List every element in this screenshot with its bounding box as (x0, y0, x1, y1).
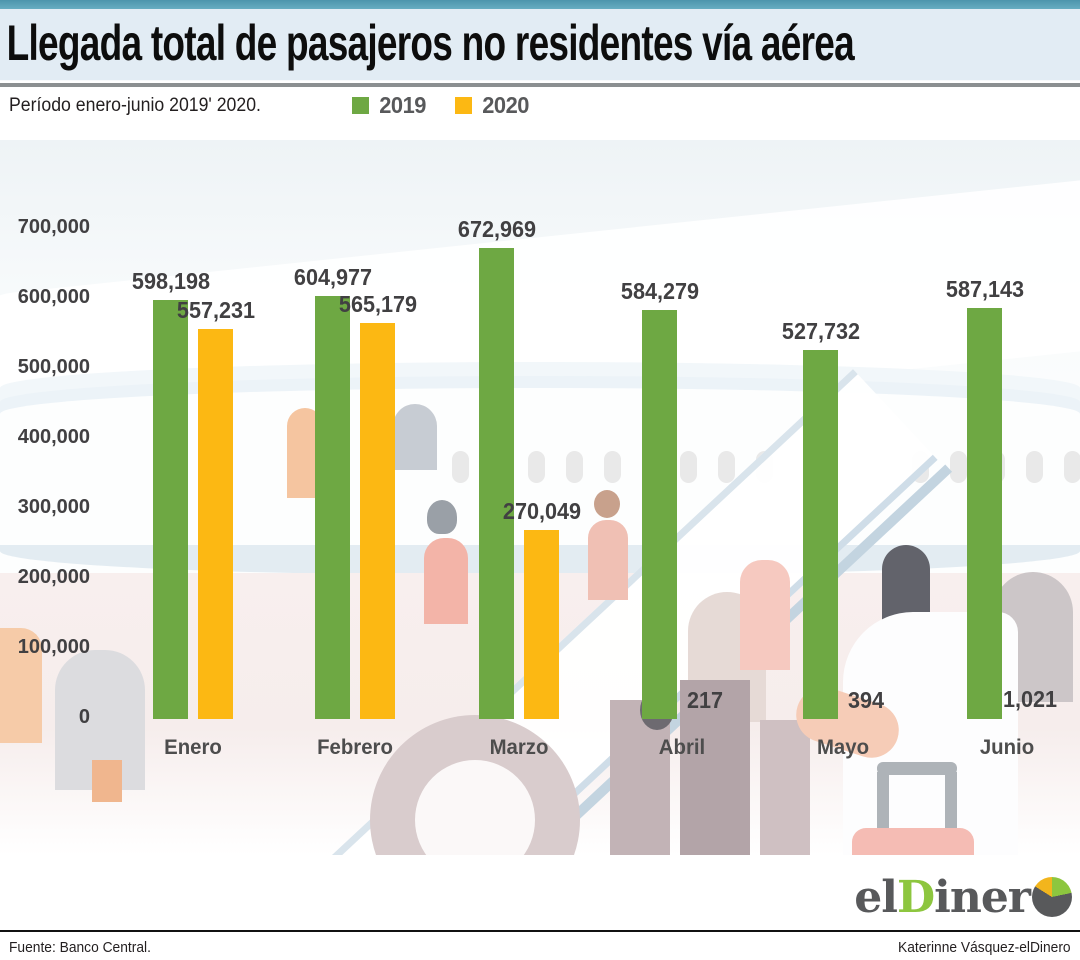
airplane-window-icon (1064, 451, 1080, 483)
value-label-2019-febrero: 604,977 (293, 263, 372, 290)
bar-2019-mayo (803, 349, 838, 719)
bar-2020-marzo (524, 529, 559, 719)
y-axis-tick-5: 500,000 (17, 356, 90, 378)
luggage-item (92, 760, 122, 802)
bar-2019-febrero (315, 295, 350, 719)
bar-2019-abril (642, 310, 677, 719)
airplane-window-icon (604, 451, 621, 483)
month-label-junio: Junio (979, 736, 1035, 759)
bar-2019-enero (153, 300, 188, 719)
value-label-2019-abril: 584,279 (620, 278, 699, 304)
credit-note: Katerinne Vásquez-elDinero (898, 939, 1071, 956)
y-axis-tick-2: 200,000 (17, 566, 90, 588)
legend-swatch-2019 (352, 97, 369, 114)
airplane-window-icon (718, 451, 735, 483)
passenger-figure (588, 520, 628, 600)
bar-2019-junio (967, 307, 1002, 719)
value-label-2019-marzo: 672,969 (457, 215, 536, 242)
bar-2019-marzo (479, 247, 514, 719)
source-note: Fuente: Banco Central. (9, 939, 151, 956)
bar-2020-enero (198, 328, 233, 719)
value-label-2020-mayo: 394 (847, 686, 884, 713)
value-label-2020-febrero: 565,179 (338, 291, 417, 318)
month-label-febrero: Febrero (317, 736, 393, 759)
value-label-2020-junio: 1,021 (1002, 686, 1057, 713)
crowd-figure (760, 720, 810, 855)
y-axis-tick-1: 100,000 (17, 636, 90, 658)
chart-legend: 2019 2020 (352, 92, 530, 119)
page-title: Llegada total de pasajeros no residentes… (6, 15, 855, 71)
airplane-window-icon (452, 451, 469, 483)
legend-label-2019: 2019 (379, 92, 426, 118)
passenger-head (594, 490, 620, 518)
y-axis-tick-6: 600,000 (17, 286, 90, 308)
passenger-figure (740, 560, 790, 670)
title-band: Llegada total de pasajeros no residentes… (0, 9, 1080, 81)
month-label-enero: Enero (164, 736, 222, 759)
logo-text: el (854, 872, 898, 923)
y-axis-tick-0: 0 (78, 706, 90, 728)
value-label-2019-enero: 598,198 (131, 268, 210, 295)
value-label-2019-mayo: 527,732 (781, 317, 860, 344)
y-axis-tick-3: 300,000 (17, 496, 90, 518)
ground-decor-circle (415, 760, 535, 855)
y-axis-tick-4: 400,000 (17, 426, 90, 448)
footer-divider (0, 930, 1080, 932)
crowd-figure (680, 680, 750, 855)
chart-subtitle: Período enero-junio 2019' 2020. (9, 95, 261, 116)
legend-label-2020: 2020 (482, 92, 530, 118)
logo-text: iner (934, 872, 1031, 923)
passenger-head (427, 500, 457, 534)
value-label-2020-marzo: 270,049 (502, 497, 581, 524)
value-label-2019-junio: 587,143 (945, 275, 1024, 302)
airplane-window-icon (680, 451, 697, 483)
value-label-2020-enero: 557,231 (176, 296, 255, 323)
title-divider (0, 83, 1080, 87)
logo-pie-icon (1032, 877, 1072, 917)
passenger-figure (424, 538, 468, 624)
top-accent-bar (0, 0, 1080, 9)
airplane-window-icon (1026, 451, 1043, 483)
airplane-door-figure (393, 404, 437, 470)
passenger-figure (0, 628, 42, 743)
airplane-window-icon (528, 451, 545, 483)
airplane-window-icon (566, 451, 583, 483)
luggage-handle (877, 762, 957, 775)
value-label-2020-abril: 217 (686, 686, 723, 713)
y-axis-tick-7: 700,000 (17, 216, 90, 238)
eldinero-logo: elDiner (854, 872, 1072, 923)
month-label-marzo: Marzo (489, 736, 549, 759)
month-label-abril: Abril (658, 736, 706, 759)
legend-swatch-2020 (455, 97, 473, 114)
bar-2020-febrero (360, 323, 395, 719)
airplane-window-icon (950, 451, 967, 483)
logo-text: D (896, 872, 935, 923)
month-label-mayo: Mayo (816, 736, 870, 759)
suitcase (852, 828, 974, 855)
